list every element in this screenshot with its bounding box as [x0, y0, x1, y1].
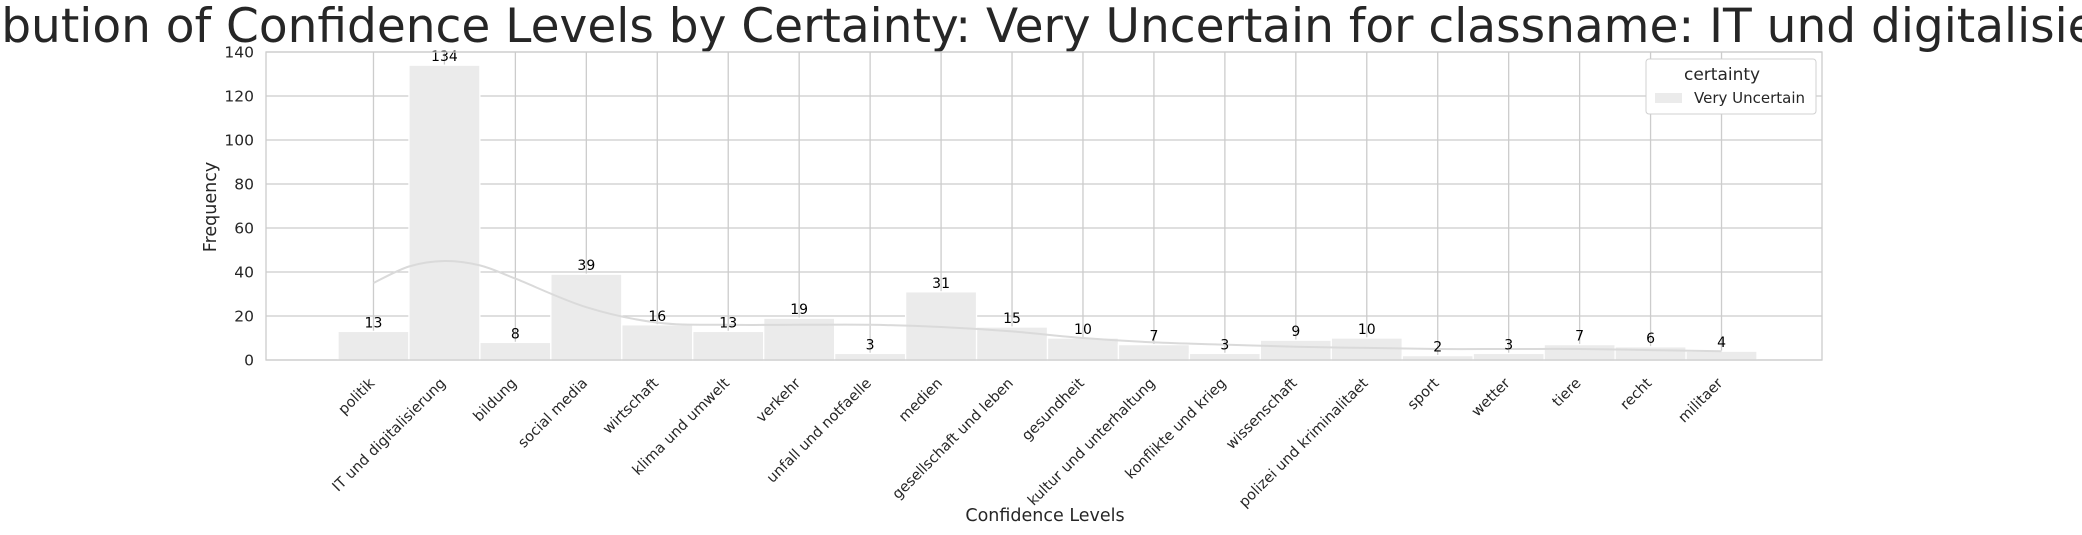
chart-title: Distribution of Confidence Levels by Cer… [0, 0, 2082, 54]
legend-label: Very Uncertain [1694, 89, 1805, 107]
y-tick-label: 40 [234, 264, 254, 282]
bar [1685, 350, 1758, 361]
bars [337, 64, 1758, 361]
bar [550, 273, 623, 361]
bar-value-label: 2 [1433, 340, 1442, 356]
bar-value-label: 15 [1003, 311, 1021, 327]
legend-box [1645, 58, 1817, 115]
bar [975, 326, 1049, 361]
bar [337, 330, 410, 361]
bar-value-label: 9 [1291, 324, 1300, 340]
x-tick-label: wirtschaft [600, 375, 662, 437]
bar-value-label: 10 [1358, 322, 1376, 338]
x-tick-label: politik [336, 375, 379, 418]
y-axis-ticks: 0 20 40 60 80 100 120 140 [224, 44, 254, 370]
bar-value-label: 39 [577, 258, 595, 274]
y-tick-label: 80 [234, 176, 254, 194]
bar-value-label: 13 [719, 315, 737, 331]
bar-value-label: 7 [1149, 329, 1158, 345]
x-tick-label: medien [896, 376, 946, 426]
y-tick-label: 140 [224, 44, 254, 62]
x-tick-label: verkehr [754, 375, 805, 426]
x-tick-label: tiere [1550, 375, 1585, 410]
bar [1188, 352, 1262, 361]
legend-title: certainty [1684, 65, 1760, 85]
x-tick-label: wetter [1469, 375, 1514, 420]
bar-value-label: 3 [1504, 337, 1513, 353]
x-tick-label: recht [1618, 375, 1656, 413]
x-tick-label: militaer [1676, 375, 1727, 426]
y-tick-label: 20 [234, 308, 254, 326]
bar [408, 64, 481, 361]
x-tick-label: gesellschaft und leben [890, 376, 1017, 503]
bar [621, 324, 694, 361]
y-tick-label: 120 [224, 88, 254, 106]
bar [1046, 337, 1120, 361]
bar-value-label: 16 [648, 309, 666, 325]
bar-value-label: 13 [365, 315, 383, 331]
x-tick-label: wissenschaft [1223, 375, 1300, 452]
legend: certainty Very Uncertain [1645, 58, 1817, 115]
bar [479, 341, 552, 361]
bar [834, 352, 907, 361]
bar-value-label: 31 [932, 276, 950, 292]
legend-swatch [1655, 93, 1682, 103]
x-tick-label: gesundheit [1019, 375, 1088, 444]
x-axis-label: Confidence Levels [965, 506, 1124, 526]
x-tick-label: social media [515, 376, 591, 452]
bar-value-label: 7 [1575, 329, 1584, 345]
bar [692, 330, 765, 361]
y-tick-label: 0 [244, 352, 254, 370]
bar-value-label: 3 [866, 337, 875, 353]
x-tick-label: bildung [471, 376, 521, 426]
bar-value-label: 134 [431, 49, 458, 65]
bar-value-label: 8 [511, 326, 520, 342]
y-axis-label: Frequency [201, 162, 221, 252]
bar [1472, 352, 1545, 361]
bar [1117, 343, 1191, 361]
y-tick-label: 60 [234, 220, 254, 238]
bar-value-label: 6 [1646, 331, 1655, 347]
grid [266, 51, 1822, 361]
bar [1543, 343, 1616, 361]
x-tick-label: IT und digitalisierung [330, 376, 450, 496]
x-tick-label: kultur und unterhaltung [1025, 376, 1159, 510]
x-tick-label: sport [1405, 375, 1443, 413]
bar [1259, 339, 1332, 361]
kde-curve [373, 259, 1722, 353]
bar-value-label: 3 [1220, 337, 1229, 353]
bar-value-label: 10 [1074, 322, 1092, 338]
bar-value-label: 19 [790, 302, 808, 318]
plot-area-frame [265, 51, 1823, 361]
x-tick-label: polizei und kriminalitaet [1236, 375, 1372, 511]
bar [1401, 354, 1474, 361]
y-tick-label: 100 [224, 132, 254, 150]
bar-value-label: 4 [1717, 335, 1726, 351]
